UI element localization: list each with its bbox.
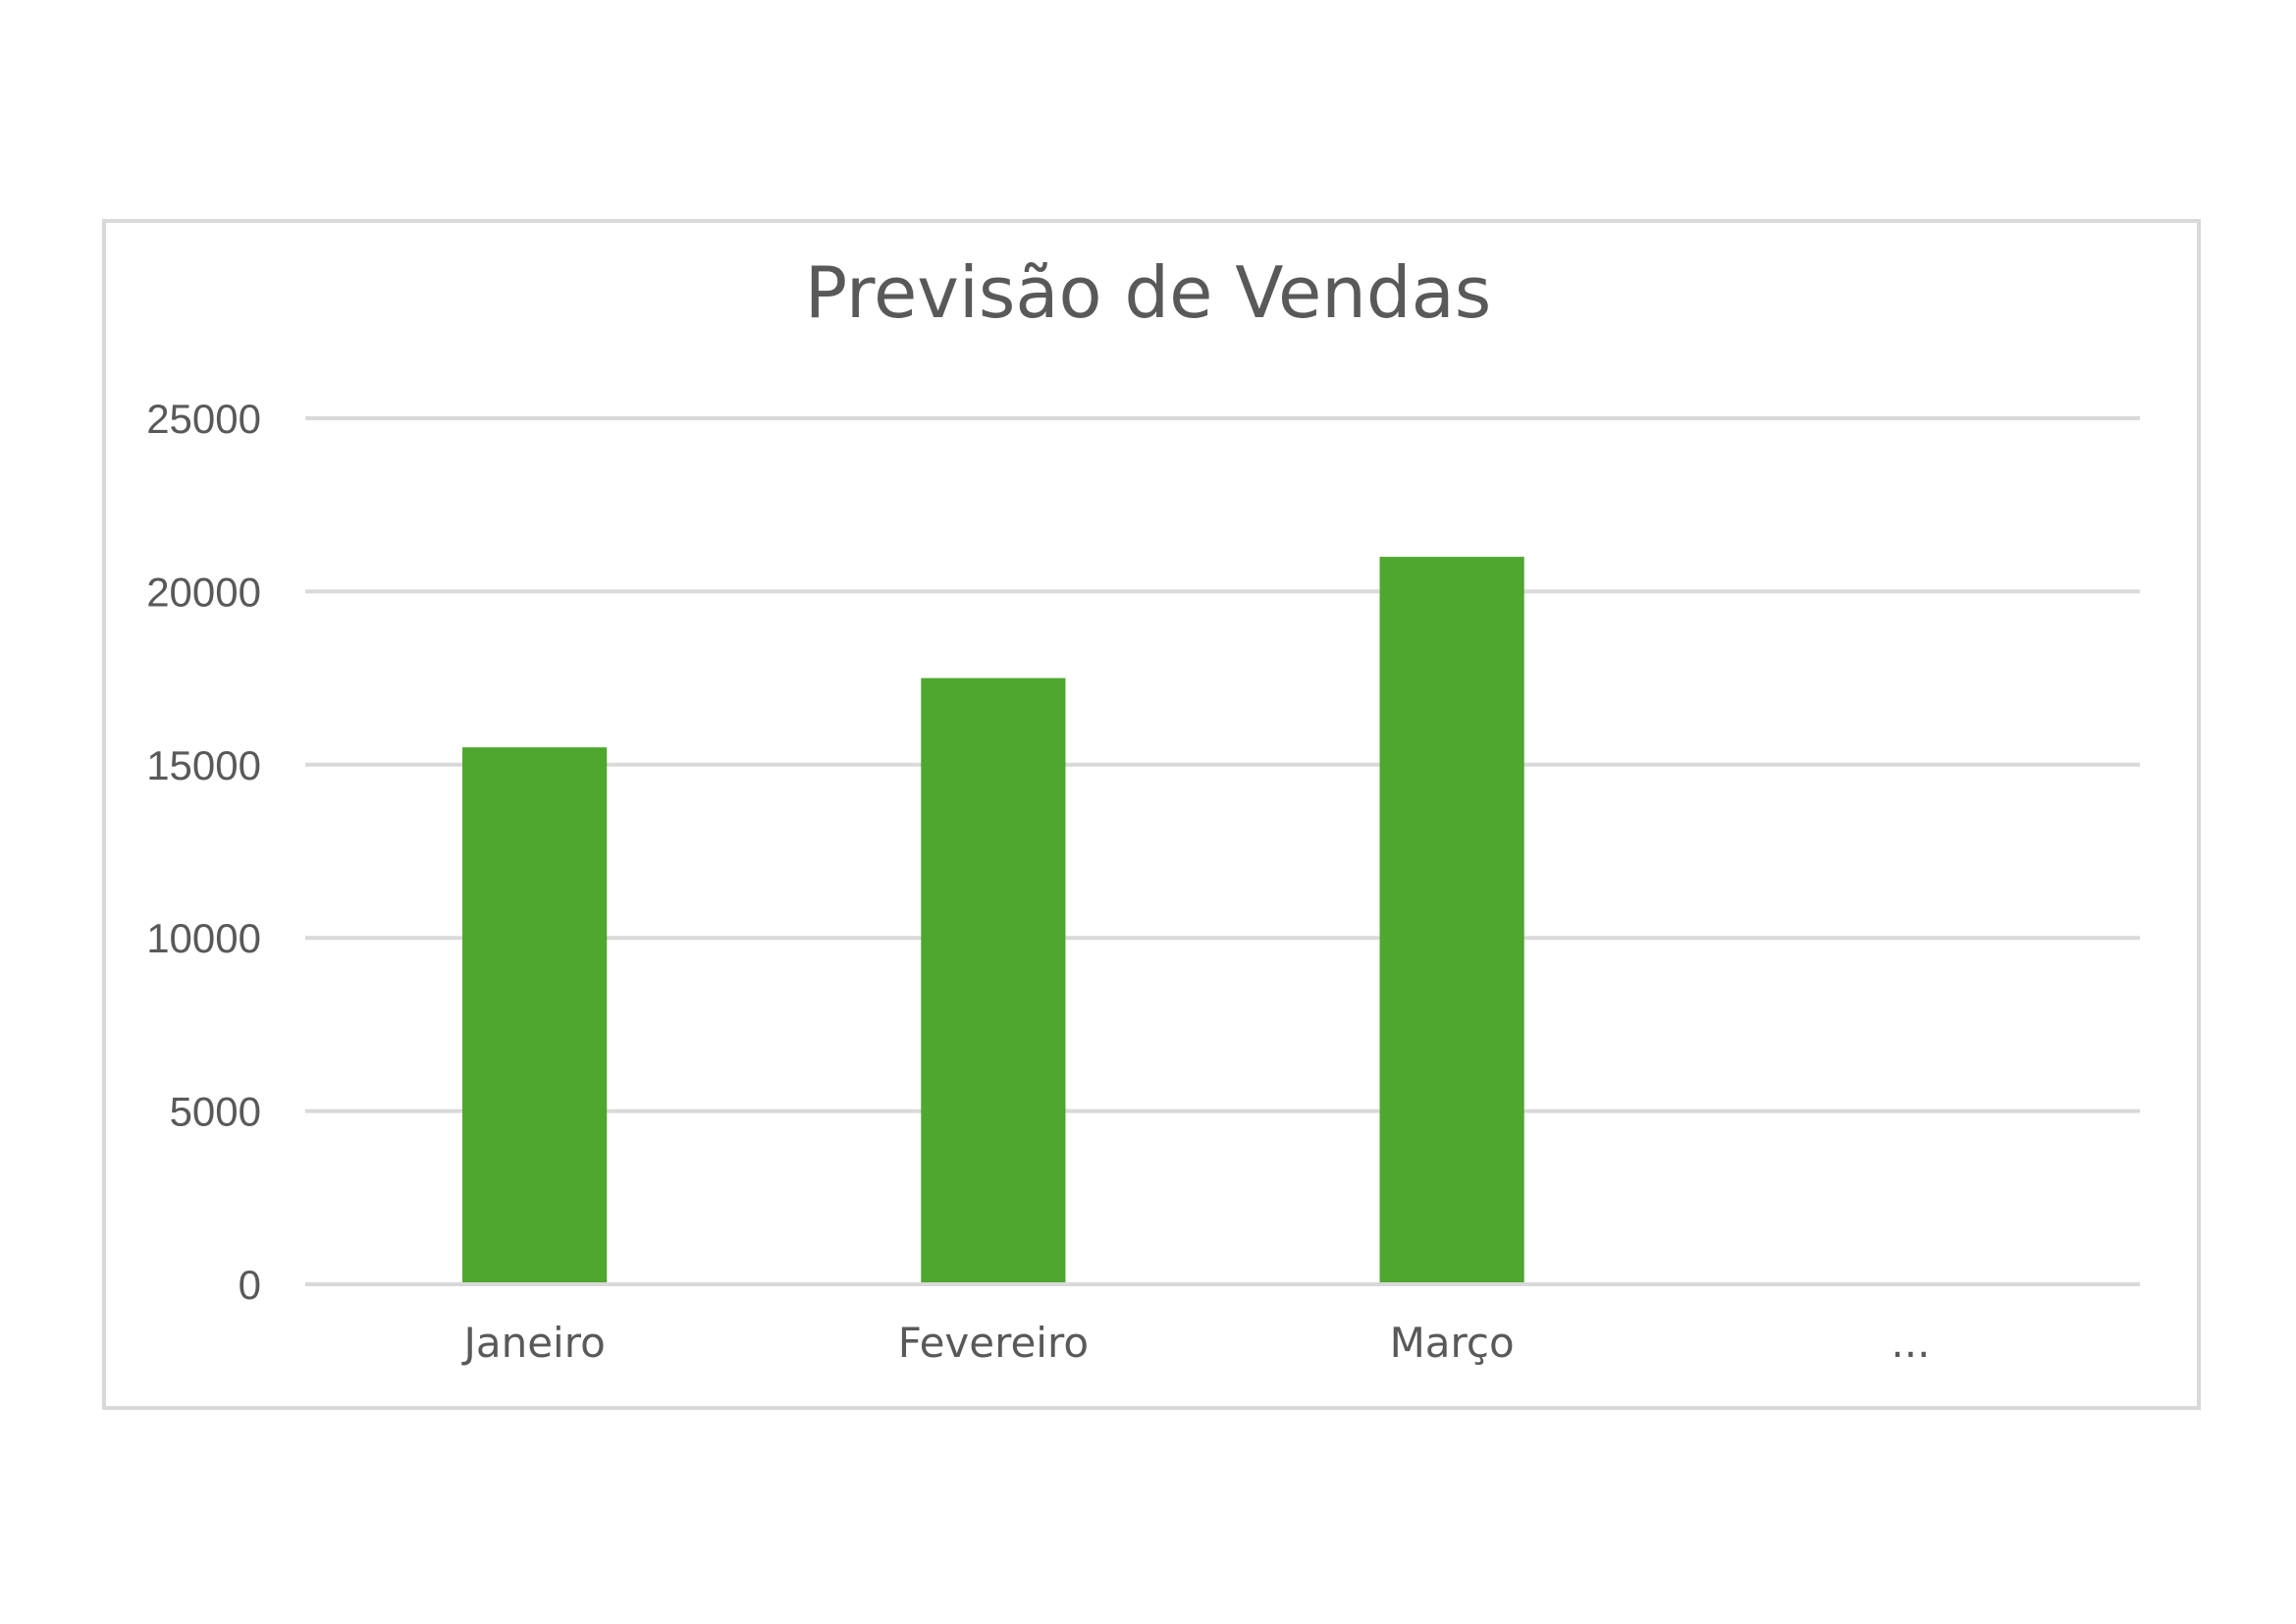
x-axis-tick-labels: Janeiro Fevereiro Março... <box>460 1319 1930 1367</box>
bars <box>305 557 2140 1286</box>
y-axis-tick-labels: 0 5000 10000 15000 20000 25000 <box>146 396 261 1308</box>
bar <box>921 677 1066 1284</box>
bar <box>1379 557 1524 1284</box>
y-tick-label: 15000 <box>146 742 261 788</box>
y-tick-label: 10000 <box>146 915 261 961</box>
x-tick-label: Janeiro <box>460 1319 605 1367</box>
gridlines <box>305 416 2140 1286</box>
y-tick-label: 5000 <box>170 1089 261 1135</box>
x-tick-label: Fevereiro <box>898 1319 1089 1367</box>
x-tick-label: Março <box>1390 1319 1515 1367</box>
y-tick-label: 0 <box>239 1262 261 1308</box>
bar <box>462 747 608 1284</box>
chart-title: Previsão de Vendas <box>804 251 1492 334</box>
y-tick-label: 25000 <box>146 396 261 442</box>
x-tick-label: ... <box>1891 1319 1930 1367</box>
y-tick-label: 20000 <box>146 568 261 615</box>
